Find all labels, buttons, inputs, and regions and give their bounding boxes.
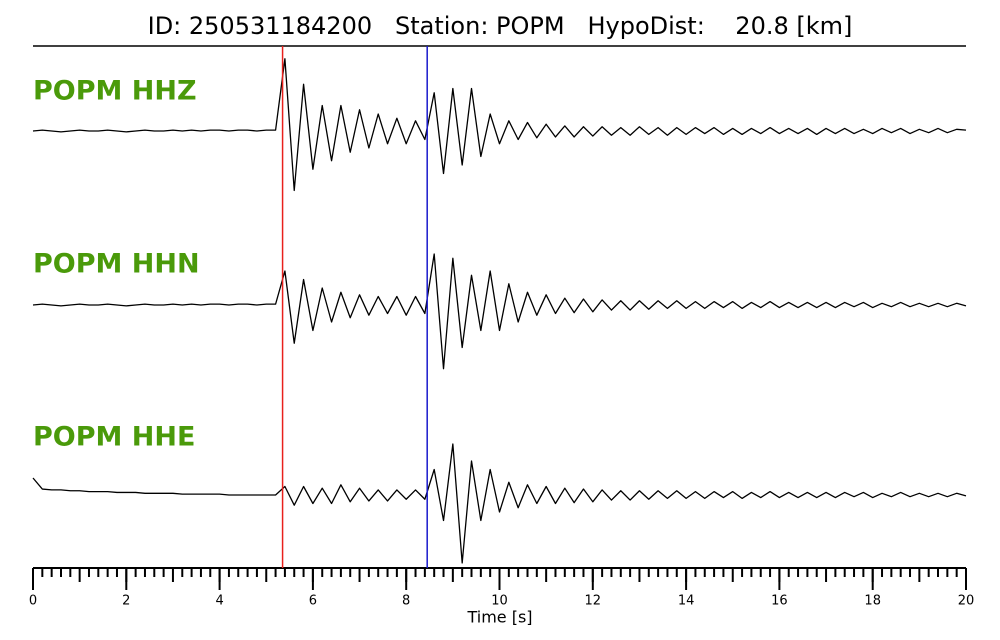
x-tick-label: 18: [864, 594, 881, 609]
channel-label: POPM HHZ: [33, 76, 197, 107]
x-tick-label: 20: [958, 594, 975, 609]
x-tick-label: 0: [29, 594, 37, 609]
x-tick-label: 4: [215, 594, 223, 609]
x-tick-label: 12: [585, 594, 602, 609]
x-tick-label: 8: [402, 594, 410, 609]
waveform: [32, 253, 967, 370]
waveform: [32, 58, 967, 192]
chart-title: ID: 250531184200 Station: POPM HypoDist:…: [148, 12, 853, 40]
channel-label: POPM HHN: [33, 249, 200, 280]
x-tick-label: 14: [678, 594, 695, 609]
x-tick-label: 16: [771, 594, 788, 609]
x-tick-label: 2: [122, 594, 130, 609]
x-axis-label: Time [s]: [466, 608, 532, 627]
x-tick-label: 6: [309, 594, 317, 609]
waveform: [32, 443, 967, 564]
x-tick-label: 10: [491, 594, 508, 609]
channel-label: POPM HHE: [33, 422, 195, 453]
